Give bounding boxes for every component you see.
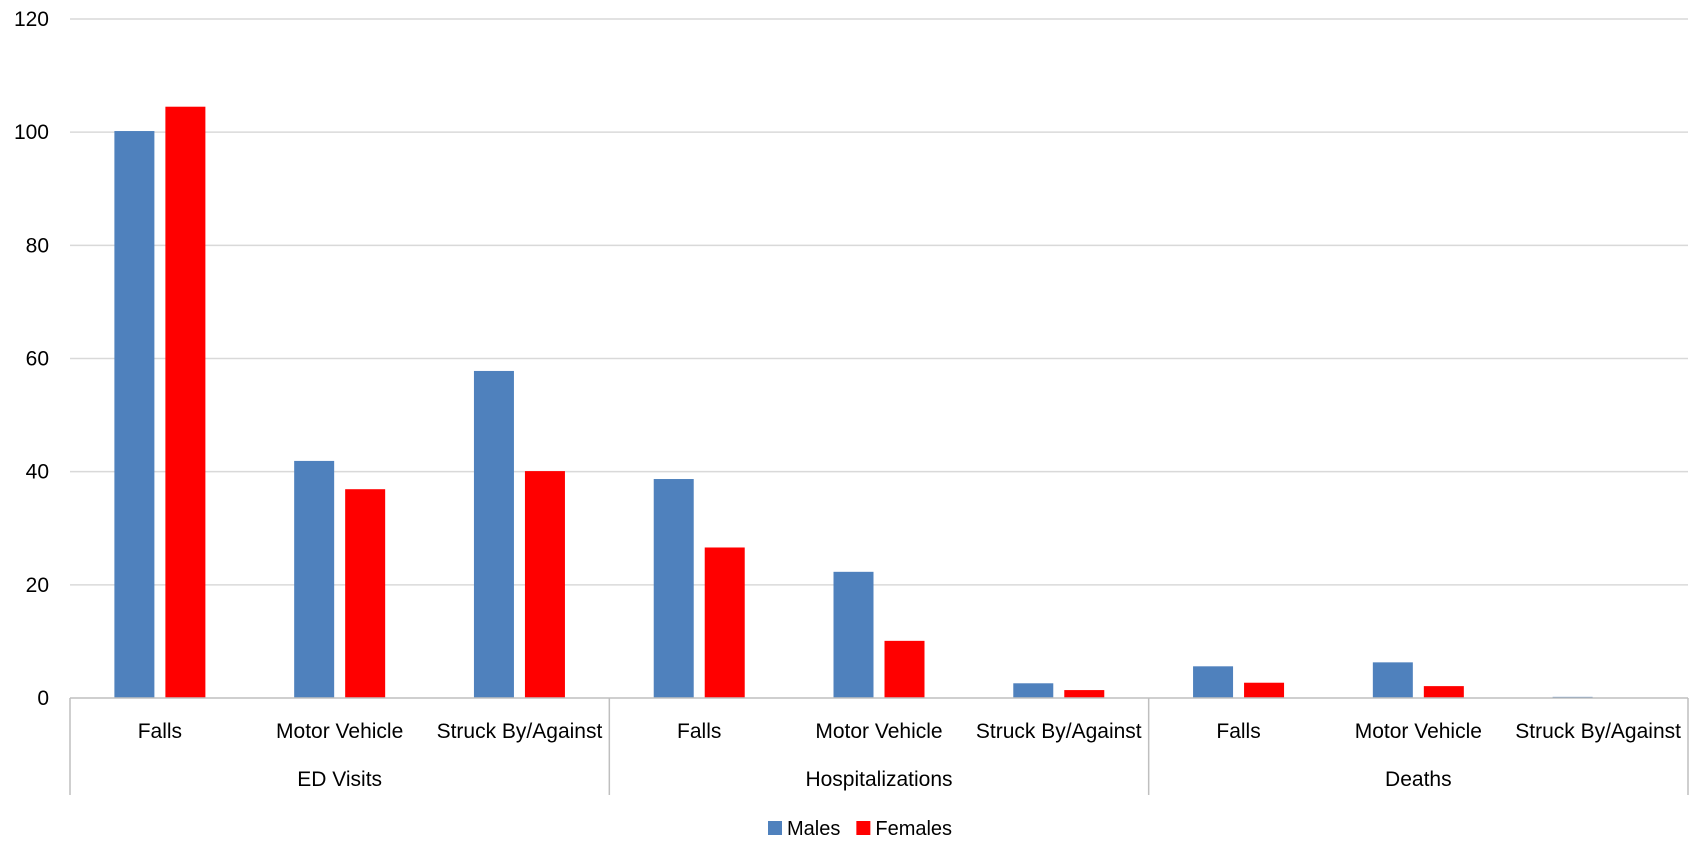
legend-label-males: Males <box>787 818 840 840</box>
y-tick-label: 80 <box>26 234 49 257</box>
y-tick-label: 0 <box>37 687 49 710</box>
x-category-label: Struck By/Against <box>1515 720 1681 743</box>
y-tick-label: 20 <box>26 574 49 597</box>
y-tick-label: 40 <box>26 461 49 484</box>
bar-males <box>653 479 694 698</box>
x-category-label: Falls <box>138 720 182 743</box>
y-axis-ticks: 0 20 40 60 80 100 120 <box>14 8 49 710</box>
x-category-label: Struck By/Against <box>437 720 603 743</box>
x-category-label: Motor Vehicle <box>276 720 403 743</box>
x-group-label: Hospitalizations <box>805 768 952 791</box>
bar-females <box>704 547 745 698</box>
x-category-label: Falls <box>677 720 721 743</box>
x-category-label: Falls <box>1216 720 1260 743</box>
bar-males <box>114 131 155 698</box>
bar-males <box>473 370 514 698</box>
x-category-label: Motor Vehicle <box>1355 720 1482 743</box>
bar-females <box>1244 682 1285 698</box>
bar-males <box>1372 662 1413 698</box>
y-tick-label: 60 <box>26 348 49 371</box>
bar-females <box>165 106 206 699</box>
legend-swatch-females <box>856 821 871 835</box>
bar-females <box>524 471 565 698</box>
gridlines <box>70 18 1688 586</box>
y-tick-label: 100 <box>14 121 49 144</box>
x-category-label: Motor Vehicle <box>815 720 942 743</box>
bar-males <box>1013 683 1054 698</box>
x-category-label: Struck By/Against <box>976 720 1142 743</box>
bar-females <box>345 489 386 698</box>
legend-swatch-males <box>768 821 782 835</box>
y-tick-label: 120 <box>14 8 49 31</box>
x-group-label: Deaths <box>1385 768 1452 791</box>
x-group-label: ED Visits <box>297 768 382 791</box>
bar-males <box>833 571 874 698</box>
legend: Males Females <box>768 818 952 840</box>
legend-label-females: Females <box>875 818 952 840</box>
bar-males <box>1193 666 1234 698</box>
bar-males <box>294 460 335 698</box>
x-axis: Falls Motor Vehicle Struck By/Against Falls… <box>69 697 1689 795</box>
bar-females <box>1423 686 1464 698</box>
bars <box>114 106 1593 699</box>
bar-females <box>1064 690 1105 698</box>
bar-females <box>884 640 925 698</box>
